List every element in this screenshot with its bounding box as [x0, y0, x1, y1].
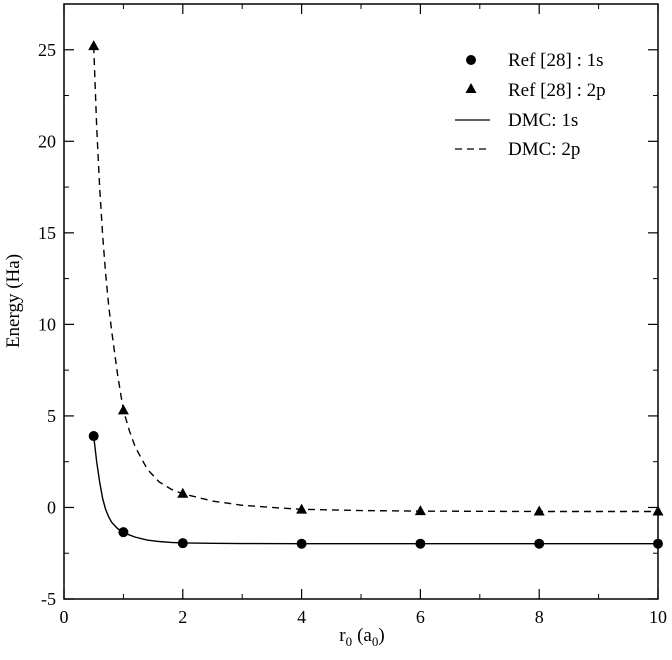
ref-1s-point	[415, 538, 426, 549]
ref-1s-point	[653, 538, 663, 549]
ref-2p-point	[177, 487, 189, 498]
legend: Ref [28] : 1s Ref [28] : 2p DMC: 1s DMC:…	[455, 50, 606, 160]
x-tick-label: 4	[297, 607, 306, 627]
legend-marker-ref-1s	[466, 55, 476, 65]
y-tick-label: 15	[38, 223, 56, 243]
y-tick-label: 5	[47, 406, 56, 426]
x-axis-title: r0 (a0)	[339, 625, 384, 649]
x-axis-title-sub: 0	[346, 634, 353, 649]
x-axis-title-paren-open: (a	[357, 625, 372, 646]
x-tick-label: 0	[60, 607, 69, 627]
ref-2p-point	[652, 505, 664, 516]
x-axis-title-paren-close: )	[378, 625, 384, 646]
axis-ticks	[63, 4, 659, 600]
y-tick-label: 0	[47, 497, 56, 517]
ref-1s-point	[296, 538, 307, 549]
ref-2p-point	[296, 503, 308, 514]
x-tick-label: 10	[649, 607, 667, 627]
ref-1s-point	[534, 538, 545, 549]
x-tick-label: 6	[416, 607, 425, 627]
legend-label-ref-2p: Ref [28] : 2p	[508, 80, 606, 101]
legend-label-dmc-1s: DMC: 1s	[508, 110, 578, 131]
ref-2p-point	[414, 505, 426, 516]
legend-label-ref-1s: Ref [28] : 1s	[508, 50, 604, 71]
ref-2p-point	[88, 40, 100, 51]
ref-1s-point	[88, 431, 99, 442]
y-tick-label: 20	[38, 131, 56, 151]
y-tick-label: 10	[38, 314, 56, 334]
x-tick-label: 8	[535, 607, 544, 627]
y-tick-label: 25	[38, 40, 56, 60]
x-axis-title-main: r	[339, 625, 346, 646]
ref-1s-point	[177, 538, 188, 549]
legend-marker-ref-2p	[465, 83, 477, 93]
dmc-1s-line	[93, 435, 658, 545]
y-tick-label: -5	[41, 589, 56, 609]
y-axis-title: Energy (Ha)	[3, 254, 24, 348]
ref-1s-point	[118, 527, 129, 538]
x-tick-label: 2	[178, 607, 187, 627]
series-markers	[88, 40, 664, 549]
x-axis-title-paren-sub: 0	[372, 634, 379, 649]
ref-2p-point	[117, 404, 129, 415]
ref-2p-point	[533, 505, 545, 516]
legend-label-dmc-2p: DMC: 2p	[508, 139, 580, 160]
